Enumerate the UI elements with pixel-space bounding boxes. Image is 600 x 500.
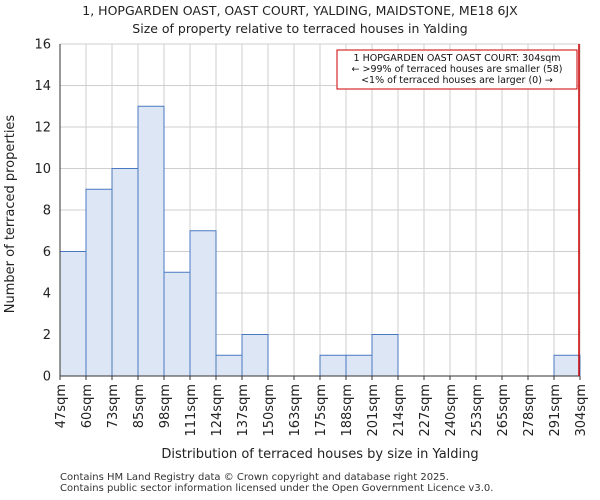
x-tick-label: 47sqm xyxy=(54,384,69,428)
x-tick-label: 175sqm xyxy=(314,384,329,437)
histogram-bar xyxy=(163,271,191,377)
y-tick-label: 6 xyxy=(43,245,51,260)
x-tick-label: 73sqm xyxy=(106,384,121,428)
x-tick-label: 111sqm xyxy=(184,384,199,437)
histogram-bar xyxy=(553,354,581,377)
annotation-line: <1% of terraced houses are larger (0) → xyxy=(361,75,553,86)
y-tick-label: 14 xyxy=(34,79,51,94)
histogram-bar xyxy=(189,230,217,377)
histogram-bar xyxy=(319,354,347,377)
footer-copyright: Contains HM Land Registry data © Crown c… xyxy=(60,472,449,483)
y-tick-label: 4 xyxy=(43,287,51,302)
x-tick-label: 265sqm xyxy=(496,384,511,437)
y-axis-title: Number of terraced properties xyxy=(3,115,18,314)
histogram-bar xyxy=(371,334,399,377)
x-tick-label: 137sqm xyxy=(236,384,251,437)
x-tick-label: 227sqm xyxy=(418,384,433,437)
x-tick-label: 291sqm xyxy=(548,384,563,437)
histogram-bar xyxy=(241,334,269,377)
y-tick-label: 16 xyxy=(34,38,51,53)
chart-title: 1, HOPGARDEN OAST, OAST COURT, YALDING, … xyxy=(82,3,518,18)
annotation-line: 1 HOPGARDEN OAST OAST COURT: 304sqm xyxy=(354,53,561,64)
y-tick-label: 8 xyxy=(43,204,51,219)
histogram-bar xyxy=(345,354,373,377)
y-tick-label: 12 xyxy=(34,121,51,136)
x-tick-label: 240sqm xyxy=(444,384,459,437)
x-tick-label: 214sqm xyxy=(392,384,407,437)
x-tick-label: 201sqm xyxy=(366,384,381,437)
x-tick-label: 98sqm xyxy=(158,384,173,428)
footer-licence: Contains public sector information licen… xyxy=(60,483,494,494)
x-tick-label: 150sqm xyxy=(262,384,277,437)
histogram-chart: 0 2 4 6 8 10 12 14 16 47sqm 60sqm 73sqm 85sqm 98sqm 11… xyxy=(3,38,589,463)
annotation-line: ← >99% of terraced houses are smaller (5… xyxy=(352,64,563,75)
x-tick-label: 188sqm xyxy=(340,384,355,437)
x-tick-label: 163sqm xyxy=(288,384,303,437)
x-tick-label: 60sqm xyxy=(80,384,95,428)
x-tick-label: 85sqm xyxy=(132,384,147,428)
histogram-bar xyxy=(85,188,113,377)
y-tick-label: 2 xyxy=(43,328,51,343)
y-tick-label: 10 xyxy=(34,162,51,177)
x-tick-label: 278sqm xyxy=(522,384,537,437)
x-tick-label: 124sqm xyxy=(210,384,225,437)
x-tick-label: 253sqm xyxy=(470,384,485,437)
y-tick-label: 0 xyxy=(43,370,51,385)
x-tick-label: 304sqm xyxy=(574,384,589,437)
x-axis-title: Distribution of terraced houses by size … xyxy=(161,447,478,462)
histogram-bar xyxy=(111,168,139,377)
annotation-box xyxy=(336,49,578,90)
histogram-bar xyxy=(137,105,165,377)
chart-subtitle: Size of property relative to terraced ho… xyxy=(132,21,468,36)
histogram-bar xyxy=(59,251,87,377)
histogram-bar xyxy=(215,354,243,377)
